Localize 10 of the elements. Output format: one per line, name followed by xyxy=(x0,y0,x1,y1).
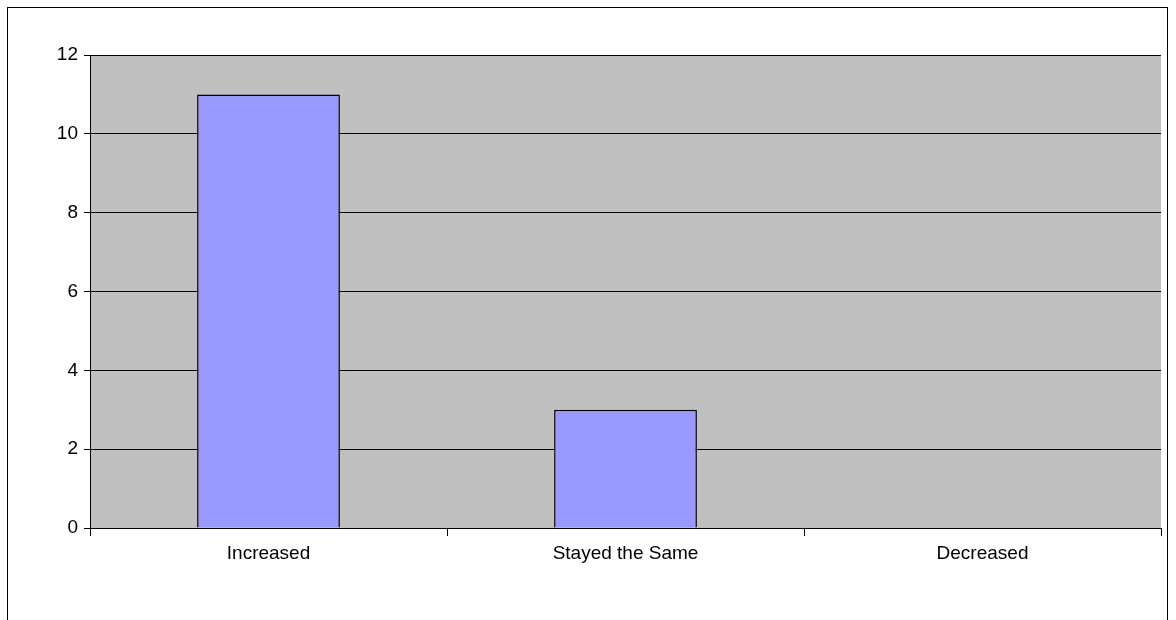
y-tick-label: 4 xyxy=(67,358,79,380)
y-tick-label: 0 xyxy=(67,516,78,538)
y-tick-label: 2 xyxy=(67,437,78,459)
x-tick-label: Stayed the Same xyxy=(552,541,699,563)
y-tick-label: 12 xyxy=(56,43,78,65)
x-tick-label: Increased xyxy=(226,541,311,563)
y-tick-label: 6 xyxy=(67,279,78,301)
y-tick-label: 10 xyxy=(56,122,78,144)
y-tick-label: 8 xyxy=(67,200,78,222)
x-tick-label: Decreased xyxy=(936,541,1029,563)
